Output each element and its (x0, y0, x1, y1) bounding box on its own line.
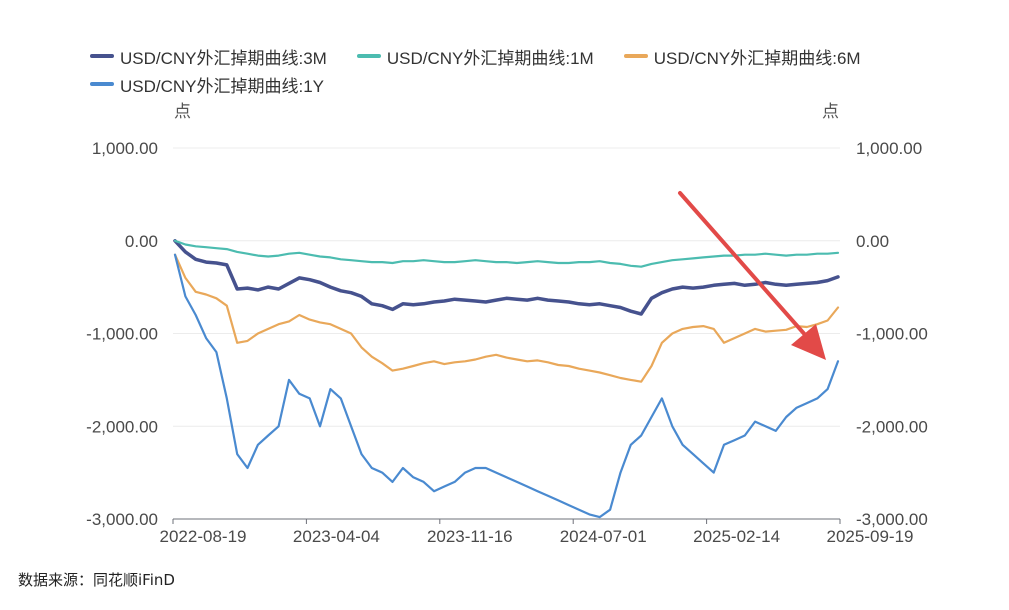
legend-item[interactable]: USD/CNY外汇掉期曲线:3M (90, 44, 327, 69)
x-tick-label: 2025-09-19 (827, 527, 914, 546)
line-chart: 点 点 1,000.00 0.00 -1,000.00 -2,000.00 -3,000… (86, 102, 928, 546)
x-axis: 2022-08-19 2023-04-04 2023-11-16 2024-07-01… (160, 519, 914, 546)
series-lines (173, 239, 840, 519)
y-tick-label-right: 1,000.00 (856, 139, 922, 158)
legend-label: USD/CNY外汇掉期曲线:3M (120, 48, 327, 68)
left-unit-label: 点 (174, 102, 191, 122)
legend-row: USD/CNY外汇掉期曲线:1Y (90, 70, 990, 98)
x-tick-label: 2025-02-14 (693, 527, 780, 546)
legend-item[interactable]: USD/CNY外汇掉期曲线:1M (356, 44, 594, 69)
legend-row: USD/CNY外汇掉期曲线:3M USD/CNY外汇掉期曲线:1M USD/CNY外… (90, 42, 990, 70)
x-tick-label: 2024-07-01 (560, 527, 647, 546)
y-tick-label-right: -3,000.00 (856, 510, 928, 529)
right-unit-label: 点 (822, 102, 839, 122)
y-tick-label-right: 0.00 (856, 232, 889, 251)
legend-swatch (90, 82, 114, 86)
y-tick-label-left: 1,000.00 (92, 139, 158, 158)
grid-lines (173, 147, 840, 520)
y-axis-left: 1,000.00 0.00 -1,000.00 -2,000.00 -3,000.00 (86, 139, 158, 529)
x-tick-label: 2022-08-19 (160, 527, 247, 546)
legend-swatch (90, 54, 114, 58)
y-tick-label-right: -2,000.00 (856, 417, 928, 436)
x-tick-label: 2023-11-16 (427, 527, 513, 546)
legend-label: USD/CNY外汇掉期曲线:1M (386, 48, 594, 68)
series-line (173, 253, 840, 383)
legend-item[interactable]: USD/CNY外汇掉期曲线:1Y (90, 72, 324, 97)
y-axis-right: 1,000.00 0.00 -1,000.00 -2,000.00 -3,000.00 (856, 139, 928, 529)
legend-swatch (623, 54, 648, 58)
y-tick-label-left: 0.00 (125, 232, 158, 251)
series-line (173, 253, 840, 519)
y-tick-label-left: -3,000.00 (86, 510, 158, 529)
series-line (173, 239, 840, 268)
arrow-head (791, 324, 826, 360)
arrow-annotation (678, 191, 826, 360)
legend-item[interactable]: USD/CNY外汇掉期曲线:6M (623, 44, 861, 69)
legend-label: USD/CNY外汇掉期曲线:6M (653, 48, 861, 68)
x-tick-label: 2023-04-04 (293, 527, 380, 546)
y-tick-label-left: -1,000.00 (86, 325, 158, 344)
y-tick-label-left: -2,000.00 (86, 417, 158, 436)
legend-swatch (356, 54, 381, 58)
data-source: 数据来源：同花顺iFinD (18, 571, 175, 589)
chart-legend: USD/CNY外汇掉期曲线:3M USD/CNY外汇掉期曲线:1M USD/CNY外… (90, 42, 990, 98)
legend-label: USD/CNY外汇掉期曲线:1Y (120, 76, 325, 96)
y-tick-label-right: -1,000.00 (856, 325, 928, 344)
series-line (173, 239, 840, 316)
arrow-shaft (678, 191, 809, 339)
